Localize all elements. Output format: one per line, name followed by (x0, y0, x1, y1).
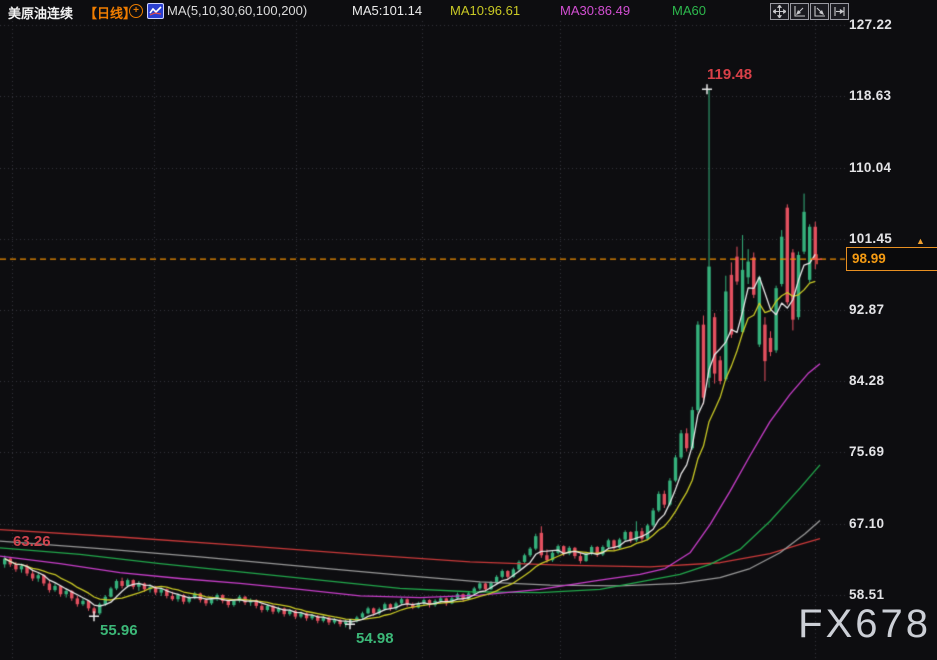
chart-header: 美原油连续 【日线】 + MA(5,10,30,60,100,200) MA5:… (0, 0, 937, 22)
y-axis-label: 75.69 (849, 444, 885, 460)
y-axis-label: 58.51 (849, 587, 885, 602)
circle-plus-icon[interactable]: + (129, 4, 143, 18)
low-annotation: 55.96 (100, 622, 138, 640)
y-axis-label: 118.63 (849, 88, 892, 104)
y-axis-label: 67.10 (849, 515, 885, 531)
scale-axis-left-icon[interactable] (790, 3, 809, 20)
high-annotation: 119.48 (707, 66, 753, 84)
ma-group-label: MA(5,10,30,60,100,200) (167, 3, 308, 18)
y-axis-label: 127.22 (849, 16, 893, 32)
period-label[interactable]: 【日线】 (84, 6, 137, 21)
pan-right-icon[interactable] (830, 3, 849, 20)
legend-ma30: MA30:86.49 (560, 3, 631, 18)
y-axis-label: 101.45 (849, 230, 893, 246)
symbol-title: 美原油连续 (8, 6, 74, 21)
legend-ma10: MA10:96.61 (450, 3, 521, 18)
y-axis-label: 92.87 (849, 301, 885, 317)
line-chart-icon[interactable] (147, 3, 164, 19)
legend-ma60: MA60 (672, 3, 706, 18)
watermark: FX678 (798, 602, 931, 646)
price-up-arrow-icon: ▲ (916, 236, 925, 247)
legend-ma5: MA5:101.14 (352, 3, 423, 18)
move-icon[interactable] (770, 3, 789, 20)
scale-axis-right-icon[interactable] (810, 3, 829, 20)
y-axis-label: 110.04 (849, 159, 892, 175)
price-annotation: 63.26 (13, 532, 51, 550)
y-axis-label: 84.28 (849, 373, 885, 389)
last-price-badge: 98.99 (846, 247, 937, 272)
low-annotation: 54.98 (356, 630, 394, 648)
